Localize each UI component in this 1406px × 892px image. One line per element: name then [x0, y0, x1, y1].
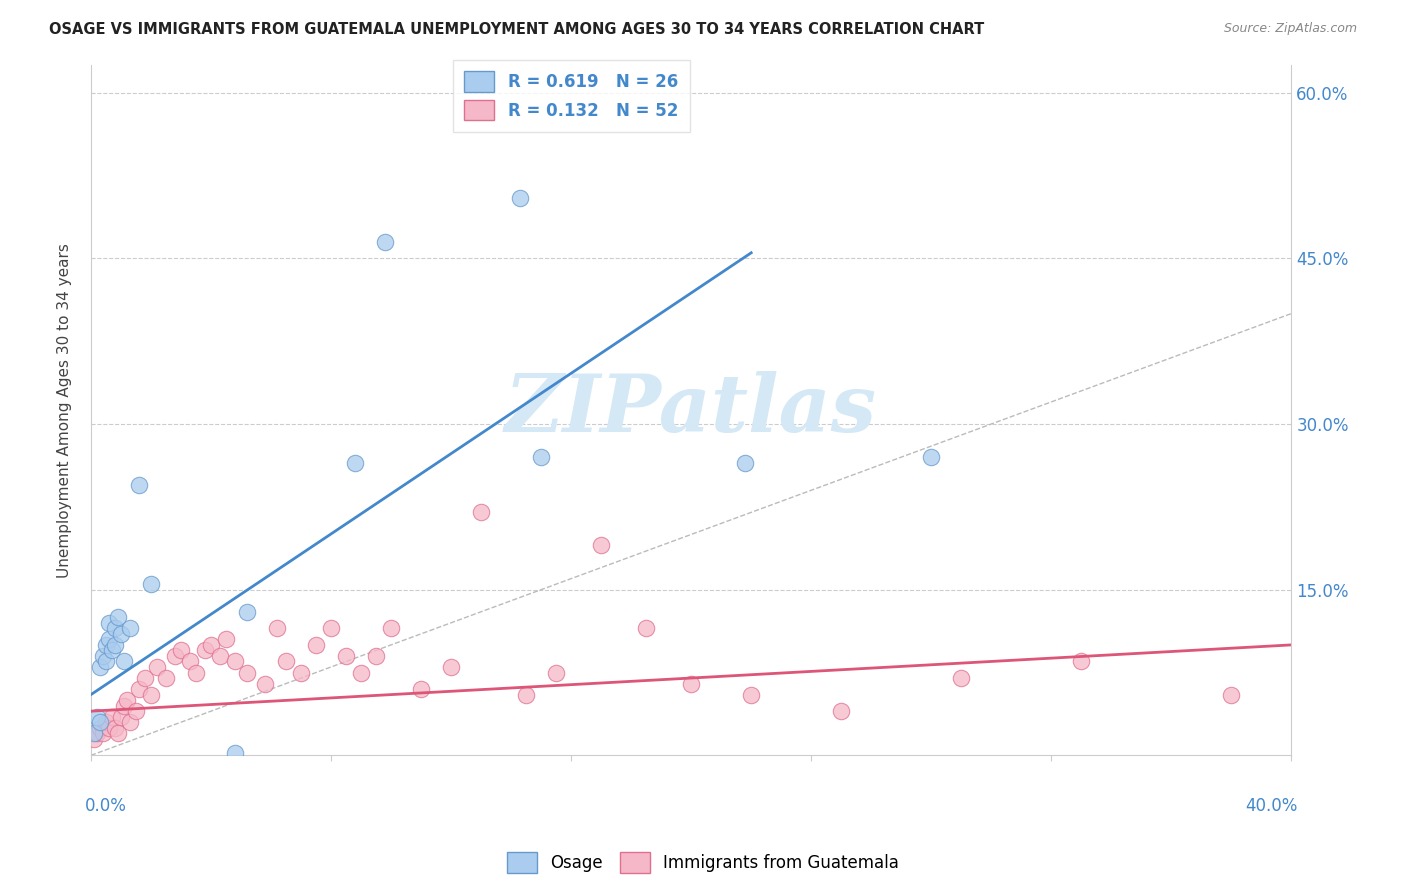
Point: [546, 665, 568, 680]
Point: [681, 676, 703, 690]
Y-axis label: Unemployment Among Ages 30 to 34 years: Unemployment Among Ages 30 to 34 years: [58, 243, 72, 578]
Point: [163, 648, 186, 663]
Point: [470, 505, 492, 519]
Point: [344, 456, 367, 470]
Point: [350, 665, 373, 680]
Point: [920, 450, 942, 464]
Point: [409, 682, 432, 697]
Point: [139, 577, 162, 591]
Point: [89, 660, 111, 674]
Point: [290, 665, 312, 680]
Point: [194, 643, 217, 657]
Point: [110, 627, 132, 641]
Point: [734, 456, 756, 470]
Point: [112, 655, 135, 669]
Point: [110, 709, 132, 723]
Point: [515, 688, 537, 702]
Point: [128, 682, 150, 697]
Point: [740, 688, 762, 702]
Point: [86, 709, 108, 723]
Point: [97, 721, 120, 735]
Point: [115, 693, 138, 707]
Point: [146, 660, 169, 674]
Point: [125, 704, 148, 718]
Text: 0.0%: 0.0%: [84, 797, 127, 814]
Point: [118, 621, 141, 635]
Point: [134, 671, 156, 685]
Point: [509, 190, 531, 204]
Point: [236, 665, 259, 680]
Text: 40.0%: 40.0%: [1246, 797, 1298, 814]
Point: [94, 655, 117, 669]
Point: [274, 655, 297, 669]
Text: OSAGE VS IMMIGRANTS FROM GUATEMALA UNEMPLOYMENT AMONG AGES 30 TO 34 YEARS CORREL: OSAGE VS IMMIGRANTS FROM GUATEMALA UNEMP…: [49, 22, 984, 37]
Point: [83, 731, 105, 746]
Point: [91, 726, 114, 740]
Point: [1070, 655, 1092, 669]
Point: [94, 715, 117, 730]
Point: [94, 638, 117, 652]
Point: [253, 676, 276, 690]
Point: [104, 638, 127, 652]
Text: ZIPatlas: ZIPatlas: [505, 371, 877, 449]
Point: [97, 632, 120, 647]
Point: [83, 726, 105, 740]
Point: [636, 621, 658, 635]
Point: [86, 726, 108, 740]
Point: [89, 721, 111, 735]
Point: [224, 746, 246, 760]
Point: [104, 721, 127, 735]
Point: [128, 477, 150, 491]
Point: [101, 709, 124, 723]
Point: [224, 655, 246, 669]
Point: [112, 698, 135, 713]
Point: [215, 632, 238, 647]
Point: [104, 621, 127, 635]
Point: [139, 688, 162, 702]
Point: [380, 621, 402, 635]
Point: [179, 655, 201, 669]
Point: [200, 638, 222, 652]
Point: [266, 621, 288, 635]
Text: Source: ZipAtlas.com: Source: ZipAtlas.com: [1223, 22, 1357, 36]
Point: [530, 450, 553, 464]
Point: [364, 648, 387, 663]
Point: [950, 671, 973, 685]
Point: [1220, 688, 1243, 702]
Point: [319, 621, 342, 635]
Point: [374, 235, 396, 249]
Legend: R = 0.619   N = 26, R = 0.132   N = 52: R = 0.619 N = 26, R = 0.132 N = 52: [453, 60, 690, 132]
Point: [335, 648, 357, 663]
Point: [97, 615, 120, 630]
Point: [591, 539, 613, 553]
Point: [170, 643, 193, 657]
Point: [107, 610, 129, 624]
Point: [91, 648, 114, 663]
Point: [208, 648, 231, 663]
Point: [236, 605, 259, 619]
Point: [155, 671, 177, 685]
Point: [305, 638, 328, 652]
Point: [118, 715, 141, 730]
Point: [440, 660, 463, 674]
Point: [107, 726, 129, 740]
Point: [89, 715, 111, 730]
Legend: Osage, Immigrants from Guatemala: Osage, Immigrants from Guatemala: [501, 846, 905, 880]
Point: [830, 704, 852, 718]
Point: [101, 643, 124, 657]
Point: [184, 665, 207, 680]
